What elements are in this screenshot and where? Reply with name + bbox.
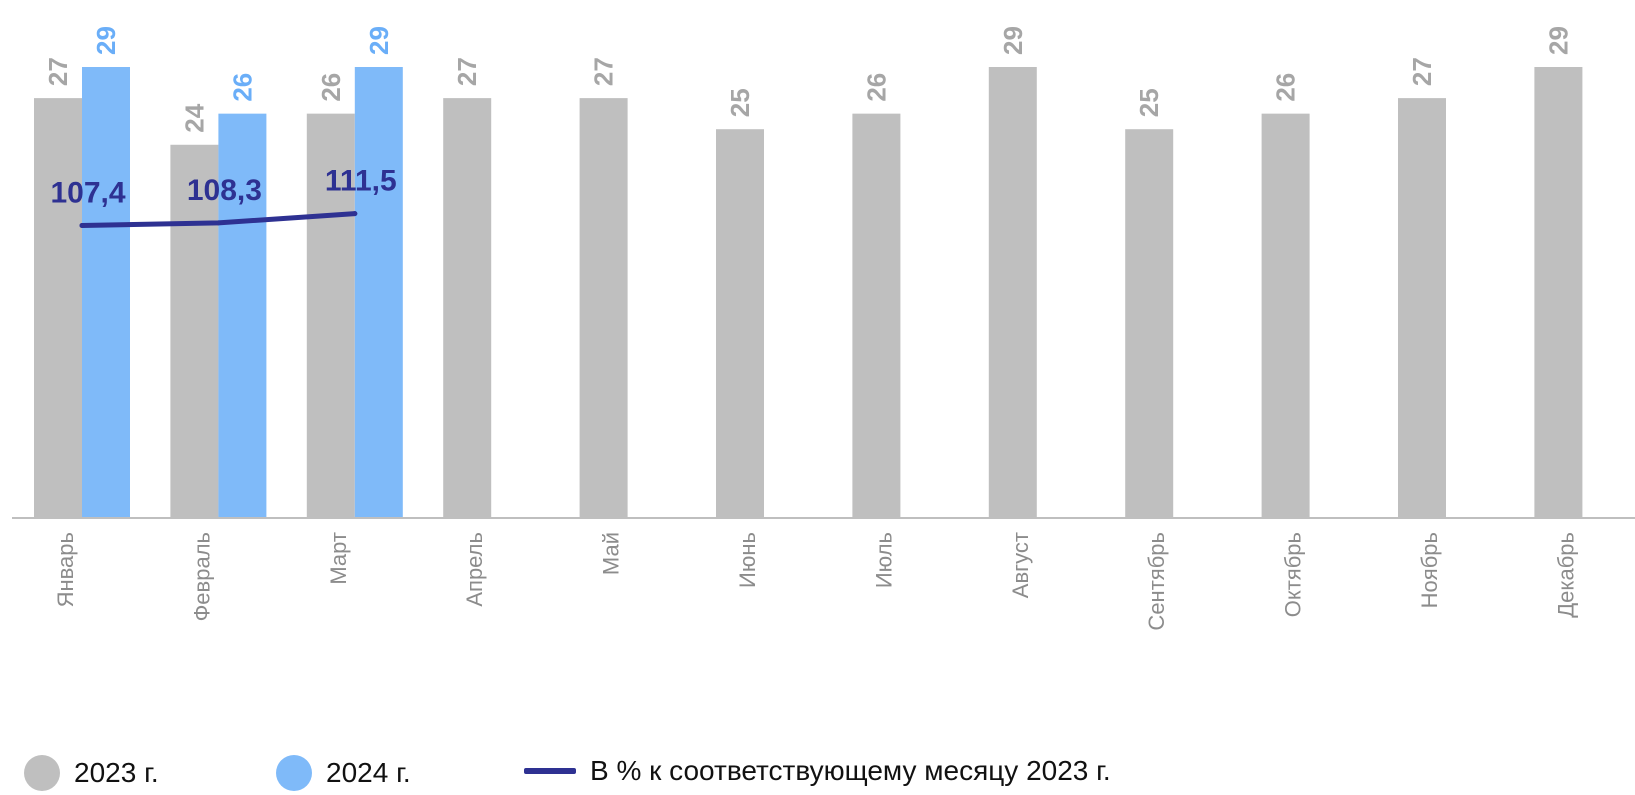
bar-2023 bbox=[716, 129, 764, 518]
bars-2024-series bbox=[82, 67, 403, 518]
legend-marker-2024 bbox=[276, 755, 312, 791]
percent-point bbox=[215, 220, 221, 226]
legend-item-2023: 2023 г. bbox=[24, 755, 159, 791]
bar-value-label-2023: 27 bbox=[43, 57, 73, 86]
x-tick-label: Август bbox=[1008, 532, 1033, 598]
x-tick-label: Июнь bbox=[735, 532, 760, 588]
x-tick-label: Май bbox=[599, 532, 624, 575]
x-tick-label: Март bbox=[326, 532, 351, 585]
bar-value-label-2023: 29 bbox=[998, 26, 1028, 55]
x-tick-labels: Январь Февраль Март Апрель Май Июнь Июль Август… bbox=[53, 532, 1578, 631]
x-tick-label: Январь bbox=[53, 532, 78, 607]
bar-2024 bbox=[354, 67, 403, 518]
bar-value-label-2023: 26 bbox=[861, 73, 891, 102]
legend: 2023 г. 2024 г. В % к соответствующему м… bbox=[0, 755, 1635, 795]
legend-label-2023: 2023 г. bbox=[74, 757, 159, 788]
x-tick-label: Июль bbox=[871, 532, 896, 588]
x-tick-label: Декабрь bbox=[1553, 532, 1578, 618]
bar-2023 bbox=[34, 98, 82, 518]
x-tick-label: Октябрь bbox=[1281, 532, 1306, 617]
percent-data-label: 107,4 bbox=[50, 177, 125, 210]
bar-value-label-2023: 26 bbox=[1271, 73, 1301, 102]
percent-data-label: 111,5 bbox=[325, 165, 397, 198]
percent-point bbox=[79, 223, 85, 228]
bar-2023 bbox=[988, 67, 1037, 518]
bar-value-label-2023: 25 bbox=[725, 88, 755, 117]
bar-2023 bbox=[852, 113, 901, 518]
bar-value-label-2023: 29 bbox=[1543, 26, 1573, 55]
legend-label-2024: 2024 г. bbox=[326, 757, 411, 788]
bar-value-label-2024: 29 bbox=[91, 26, 121, 55]
bar-2024 bbox=[218, 113, 267, 518]
bar-2023 bbox=[579, 98, 628, 518]
legend-marker-percent bbox=[524, 768, 576, 774]
bar-2024 bbox=[82, 67, 130, 518]
bar-value-labels: 27 29 24 26 26 29 27 27 25 26 29 25 26 27 29 bbox=[43, 26, 1573, 133]
percent-line-series: 107,4 108,3 111,5 bbox=[50, 165, 397, 228]
bar-value-label-2023: 27 bbox=[1407, 57, 1437, 86]
bar-2023 bbox=[1261, 113, 1310, 518]
x-tick-label: Апрель bbox=[462, 532, 487, 607]
bar-2023 bbox=[1125, 129, 1174, 518]
percent-data-label: 108,3 bbox=[187, 174, 262, 207]
legend-label-percent: В % к соответствующему месяцу 2023 г. bbox=[590, 755, 1111, 786]
x-tick-label: Февраль bbox=[189, 532, 214, 621]
bar-value-label-2023: 26 bbox=[316, 73, 346, 102]
bar-2023 bbox=[443, 98, 492, 518]
legend-item-percent: В % к соответствующему месяцу 2023 г. bbox=[524, 755, 1111, 787]
legend-marker-2023 bbox=[24, 755, 60, 791]
bar-value-label-2024: 29 bbox=[364, 26, 394, 55]
bar-2023 bbox=[306, 113, 355, 518]
bar-value-label-2023: 27 bbox=[452, 57, 482, 86]
bar-value-label-2024: 26 bbox=[227, 73, 257, 102]
bar-2023 bbox=[1398, 98, 1446, 518]
percent-point bbox=[352, 211, 358, 217]
legend-item-2024: 2024 г. bbox=[276, 755, 411, 791]
bar-value-label-2023: 25 bbox=[1134, 88, 1164, 117]
x-tick-label: Ноябрь bbox=[1417, 532, 1442, 608]
bar-2023 bbox=[1534, 67, 1583, 518]
x-tick-label: Сентябрь bbox=[1144, 532, 1169, 631]
bar-2023 bbox=[170, 144, 219, 519]
bar-value-label-2023: 24 bbox=[179, 103, 209, 132]
bar-value-label-2023: 27 bbox=[589, 57, 619, 86]
bars-2023-series bbox=[34, 67, 1583, 519]
